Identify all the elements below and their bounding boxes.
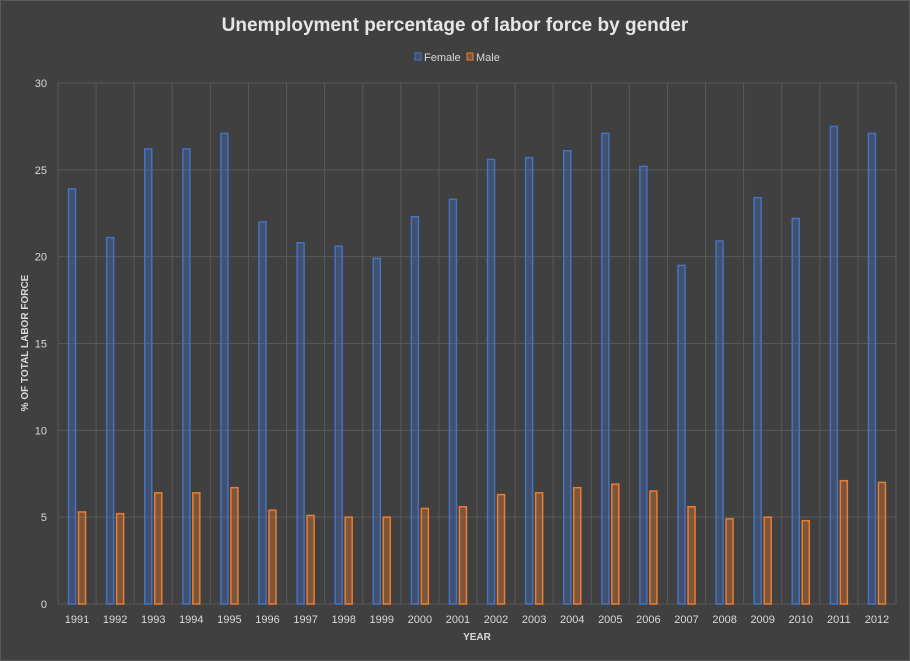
x-tick-label: 1993 — [141, 614, 165, 626]
x-tick-label: 1991 — [65, 614, 89, 626]
bar-female — [677, 264, 686, 605]
x-axis-ticks: 1991 1992 1993 1994 1995 1996 1997 1998 1999 2000… — [65, 614, 889, 626]
bar-male — [115, 512, 125, 605]
bar-female — [143, 148, 153, 605]
bar-female — [715, 240, 724, 605]
x-tick-label: 1994 — [179, 614, 203, 626]
y-tick-label: 0 — [41, 599, 47, 611]
y-tick-label: 30 — [35, 78, 47, 90]
bar-male — [611, 483, 620, 605]
bar-male — [877, 481, 887, 605]
bar-male — [153, 492, 163, 605]
bar-female — [220, 132, 229, 605]
x-tick-label: 1997 — [293, 614, 317, 626]
bar-female — [296, 242, 305, 605]
x-tick-label: 2000 — [408, 614, 432, 626]
bar-female — [562, 149, 572, 605]
bar-female — [67, 188, 77, 605]
x-tick-label: 2007 — [674, 614, 698, 626]
bar-female — [334, 245, 343, 605]
bar-female — [258, 221, 267, 605]
bar-male — [192, 492, 201, 605]
bar-female — [639, 165, 648, 605]
bar-male — [268, 509, 277, 605]
x-tick-label: 1999 — [370, 614, 394, 626]
y-tick-label: 5 — [41, 512, 47, 524]
x-tick-label: 2004 — [560, 614, 584, 626]
y-tick-label: 15 — [35, 339, 47, 351]
legend-swatch-male — [466, 52, 474, 61]
bars — [67, 125, 887, 605]
bar-male — [839, 479, 849, 605]
bar-female — [791, 217, 801, 605]
x-axis-title: YEAR — [463, 632, 492, 643]
bar-male — [344, 516, 353, 605]
y-tick-label: 20 — [35, 252, 47, 264]
bar-male — [763, 516, 772, 605]
x-tick-label: 2011 — [827, 614, 851, 626]
bar-male — [649, 490, 658, 605]
x-tick-label: 1995 — [217, 614, 241, 626]
bar-female — [486, 158, 496, 605]
x-tick-label: 1998 — [331, 614, 355, 626]
x-tick-label: 2012 — [865, 614, 889, 626]
bar-male — [382, 516, 392, 605]
bar-female — [867, 132, 877, 605]
bar-male — [458, 505, 468, 605]
bar-male — [534, 492, 544, 605]
y-tick-label: 25 — [35, 165, 47, 177]
bar-male — [496, 493, 506, 605]
bar-female — [601, 132, 610, 605]
x-tick-label: 2005 — [598, 614, 622, 626]
legend-label-male: Male — [476, 52, 500, 64]
chart-title: Unemployment percentage of labor force b… — [222, 15, 689, 36]
x-tick-label: 1992 — [103, 614, 127, 626]
bar-female — [182, 148, 191, 605]
bar-female — [753, 196, 762, 605]
x-tick-label: 2006 — [636, 614, 660, 626]
y-axis-title: % OF TOTAL LABOR FORCE — [20, 274, 31, 411]
x-tick-label: 2002 — [484, 614, 508, 626]
bar-male — [306, 514, 315, 605]
y-tick-label: 10 — [35, 425, 47, 437]
bar-male — [230, 486, 239, 605]
gridlines — [57, 82, 897, 605]
bar-female — [105, 236, 115, 605]
bar-male — [725, 518, 734, 605]
bar-male — [77, 511, 87, 605]
bar-female — [829, 125, 839, 605]
x-tick-label: 2003 — [522, 614, 546, 626]
legend-label-female: Female — [424, 52, 461, 64]
x-tick-label: 2009 — [750, 614, 774, 626]
y-axis-ticks: 0 5 10 15 20 25 30 — [35, 78, 47, 611]
bar-male — [801, 519, 811, 605]
bar-female — [524, 156, 534, 605]
legend: Female Male — [414, 52, 500, 64]
x-tick-label: 1996 — [255, 614, 279, 626]
bar-female — [372, 257, 382, 605]
bar-female — [410, 215, 420, 605]
x-tick-label: 2001 — [446, 614, 470, 626]
bar-female — [448, 198, 458, 605]
x-tick-label: 2010 — [789, 614, 813, 626]
bar-male — [420, 507, 430, 605]
bar-male — [687, 505, 696, 605]
legend-swatch-female — [414, 52, 422, 61]
x-tick-label: 2008 — [712, 614, 736, 626]
bar-male — [572, 486, 582, 605]
